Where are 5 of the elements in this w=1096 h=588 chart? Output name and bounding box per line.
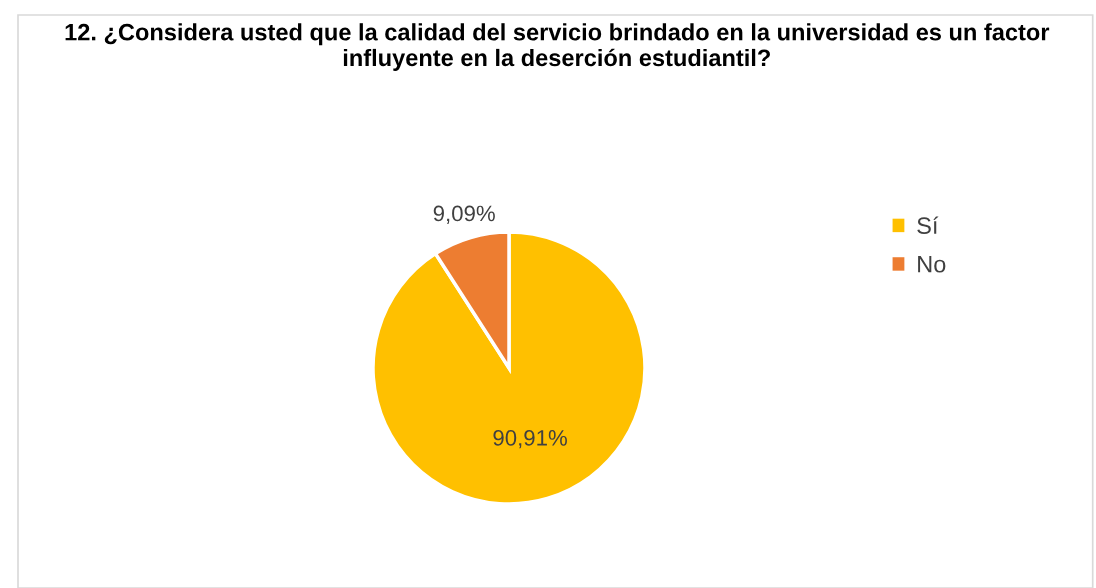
legend-label: No <box>918 256 946 273</box>
chart-title: 12. ¿Considera usted que la calidad del servicio brindado en la universidad es un factor influyente en la deserción estudiantil? <box>65 23 1050 71</box>
data-label: 90,91% <box>493 430 567 449</box>
legend-label: Sí <box>917 216 939 235</box>
data-label: 9,09% <box>433 205 495 224</box>
